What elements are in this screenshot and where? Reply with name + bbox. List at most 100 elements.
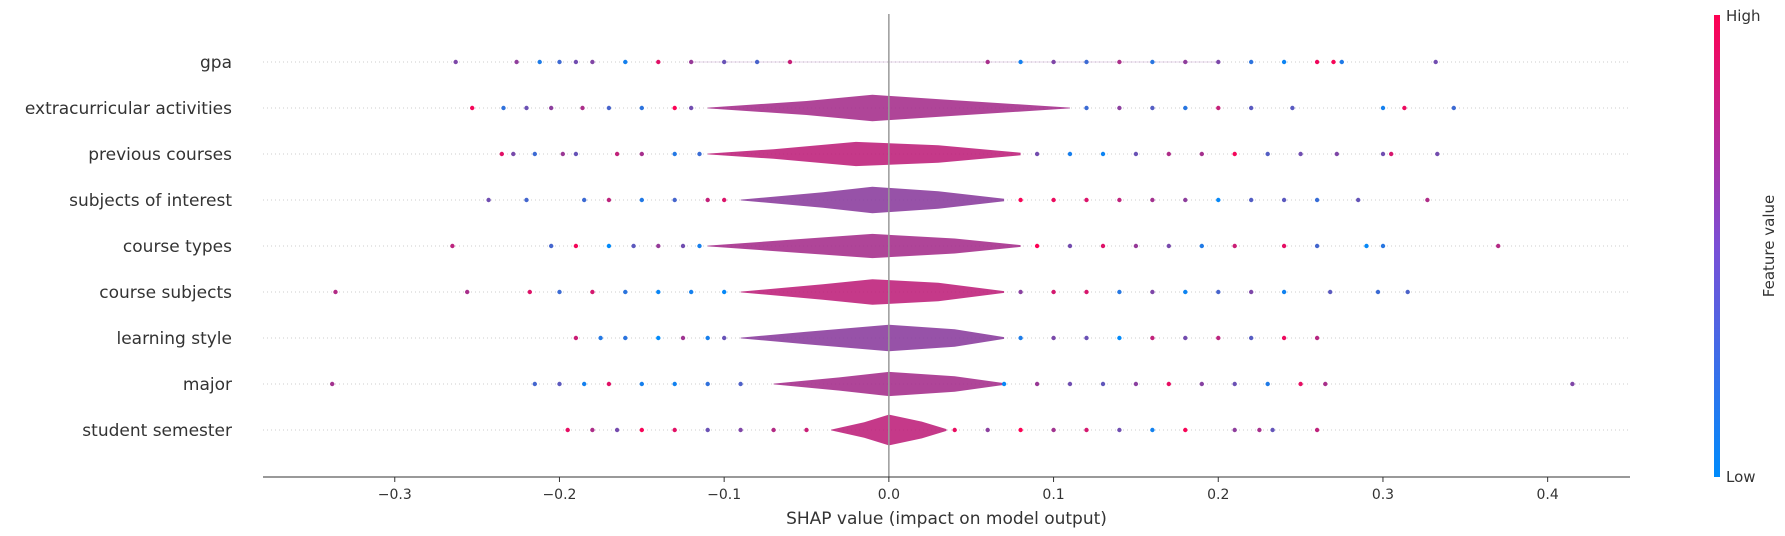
shap-point [705,381,710,387]
shap-point [1298,151,1303,157]
shap-point [1150,59,1155,65]
shap-point [1067,243,1073,249]
shap-point [705,335,710,341]
shap-point [1290,105,1295,111]
shap-point [614,427,620,433]
shap-point [1232,427,1237,433]
shap-point [1183,335,1188,341]
shap-point [606,197,612,203]
shap-point [1199,381,1205,387]
violin-shape [740,324,1005,352]
shap-point [1018,197,1023,203]
feature-row: course subjects [99,279,1630,305]
shap-point [560,151,565,157]
shap-point [1232,243,1237,249]
shap-point [1150,105,1155,111]
shap-point [1018,59,1023,65]
shap-point [631,243,636,249]
shap-point [1281,289,1287,295]
shap-point [1084,289,1089,295]
feature-label: course types [123,237,232,257]
shap-point [1084,427,1089,433]
shap-point [1051,335,1056,341]
shap-point [1402,105,1407,111]
shap-point [639,105,644,111]
shap-point [582,197,587,203]
shap-point [1405,289,1410,295]
x-axis: −0.3 −0.2 −0.1 0.0 0.1 0.2 0.3 0.4 [263,476,1630,503]
shap-point [557,59,562,65]
shap-point [1281,59,1287,65]
x-axis-title: SHAP value (impact on model output) [786,509,1107,529]
shap-point [1018,289,1023,295]
feature-label: subjects of interest [69,191,232,211]
shap-point [672,381,677,387]
shap-point [1356,197,1361,203]
shap-point [1183,59,1188,65]
shap-point [656,289,661,295]
shap-point [623,335,628,341]
shap-point [1051,59,1056,65]
shap-point [1328,289,1333,295]
shap-point [1380,243,1386,249]
shap-point [590,427,595,433]
shap-point [804,427,809,433]
feature-label: course subjects [99,283,232,303]
shap-point [1117,59,1122,65]
shap-point [1034,243,1040,249]
shap-point [1323,381,1328,387]
shap-point [470,105,475,111]
shap-point [639,381,644,387]
shap-point [1150,335,1155,341]
shap-point [1084,105,1089,111]
shap-point [705,427,710,433]
violin-shape [740,279,1005,305]
shap-point [1051,197,1056,203]
feature-label: extracurricular activities [25,99,232,119]
shap-point [1314,427,1320,433]
shap-point [656,243,661,249]
x-tick-label: 0.4 [1537,487,1559,503]
shap-point [514,59,519,65]
shap-point [1067,381,1073,387]
shap-point [1034,381,1040,387]
shap-point [1435,151,1440,157]
feature-label: gpa [200,53,232,73]
shap-point [623,59,628,65]
shap-point [1270,427,1275,433]
shap-point [1249,105,1254,111]
shap-point [1380,151,1386,157]
x-ticks: −0.3 −0.2 −0.1 0.0 0.1 0.2 0.3 0.4 [378,477,1559,503]
shap-point [1001,381,1007,387]
shap-point [1314,59,1320,65]
shap-point [1018,335,1023,341]
violin-shape [707,141,1021,167]
shap-point [754,59,760,65]
shap-point [985,59,990,65]
feature-label: student semester [82,421,232,441]
shap-point [1100,381,1106,387]
shap-point [333,289,338,295]
shap-point [1375,289,1381,295]
shap-point [1133,243,1139,249]
shap-point [537,59,542,65]
shap-point [1265,151,1270,157]
shap-point [738,427,743,433]
shap-point [1433,59,1438,65]
shap-point [532,151,537,157]
shap-point [672,197,677,203]
feature-row: major [183,371,1630,397]
shap-point [1117,335,1122,341]
x-tick-label: 0.2 [1207,487,1229,503]
shap-point [1084,197,1089,203]
shap-point [1232,151,1237,157]
shap-point [722,289,727,295]
shap-point [656,59,661,65]
violin-shape [707,233,1021,259]
shap-point [1570,381,1575,387]
shap-point [524,197,529,203]
shap-point [1150,289,1155,295]
shap-point [722,59,727,65]
shap-point [1257,427,1262,433]
shap-point [689,59,694,65]
